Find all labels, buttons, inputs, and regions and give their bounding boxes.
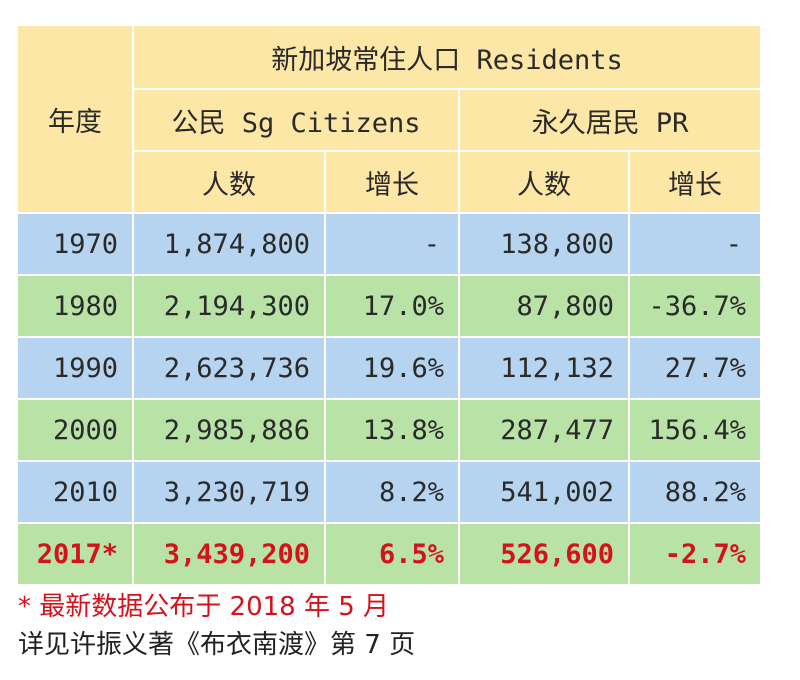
citizens-header: 公民 Sg Citizens: [132, 88, 460, 152]
population-table-container: 年度 新加坡常住人口 Residents 公民 Sg Citizens 永久居民…: [16, 24, 762, 586]
pr-growth-cell: -2.7%: [628, 522, 762, 586]
pr-count-cell: 526,600: [458, 522, 630, 586]
pr-growth-cell: -36.7%: [628, 274, 762, 338]
footnotes: * 最新数据公布于 2018 年 5 月 详见许振义著《布衣南渡》第 7 页: [18, 588, 778, 664]
pr-count-cell: 112,132: [458, 336, 630, 400]
citizens-growth-cell: -: [324, 212, 460, 276]
residents-group-header: 新加坡常住人口 Residents: [132, 24, 762, 90]
pr-header: 永久居民 PR: [458, 88, 762, 152]
pr-growth-cell: 27.7%: [628, 336, 762, 400]
year-cell: 1990: [16, 336, 134, 400]
citizens-count-cell: 2,194,300: [132, 274, 326, 338]
pr-count-cell: 287,477: [458, 398, 630, 462]
citizens-growth-cell: 6.5%: [324, 522, 460, 586]
pr-growth-cell: 88.2%: [628, 460, 762, 524]
pr-growth-cell: -: [628, 212, 762, 276]
table-row: 1970 1,874,800 - 138,800 -: [16, 212, 762, 276]
pr-count-header: 人数: [458, 150, 630, 214]
citizens-count-cell: 1,874,800: [132, 212, 326, 276]
citizens-count-header: 人数: [132, 150, 326, 214]
table-row: 2010 3,230,719 8.2% 541,002 88.2%: [16, 460, 762, 524]
year-cell: 2010: [16, 460, 134, 524]
pr-growth-cell: 156.4%: [628, 398, 762, 462]
footnote-latest-data: * 最新数据公布于 2018 年 5 月: [18, 592, 390, 622]
population-table: 年度 新加坡常住人口 Residents 公民 Sg Citizens 永久居民…: [16, 24, 762, 586]
year-cell: 1980: [16, 274, 134, 338]
footnote-source: 详见许振义著《布衣南渡》第 7 页: [18, 630, 416, 660]
citizens-growth-cell: 13.8%: [324, 398, 460, 462]
citizens-count-cell: 3,230,719: [132, 460, 326, 524]
table-row: 1990 2,623,736 19.6% 112,132 27.7%: [16, 336, 762, 400]
pr-count-cell: 138,800: [458, 212, 630, 276]
citizens-count-cell: 2,985,886: [132, 398, 326, 462]
pr-count-cell: 87,800: [458, 274, 630, 338]
citizens-count-cell: 3,439,200: [132, 522, 326, 586]
citizens-growth-cell: 8.2%: [324, 460, 460, 524]
year-cell: 2000: [16, 398, 134, 462]
table-row: 1980 2,194,300 17.0% 87,800 -36.7%: [16, 274, 762, 338]
citizens-growth-cell: 19.6%: [324, 336, 460, 400]
year-header: 年度: [16, 24, 134, 214]
citizens-count-cell: 2,623,736: [132, 336, 326, 400]
year-cell: 2017*: [16, 522, 134, 586]
citizens-growth-cell: 17.0%: [324, 274, 460, 338]
table-row: 2000 2,985,886 13.8% 287,477 156.4%: [16, 398, 762, 462]
table-row-highlighted: 2017* 3,439,200 6.5% 526,600 -2.7%: [16, 522, 762, 586]
year-cell: 1970: [16, 212, 134, 276]
pr-count-cell: 541,002: [458, 460, 630, 524]
pr-growth-header: 增长: [628, 150, 762, 214]
citizens-growth-header: 增长: [324, 150, 460, 214]
